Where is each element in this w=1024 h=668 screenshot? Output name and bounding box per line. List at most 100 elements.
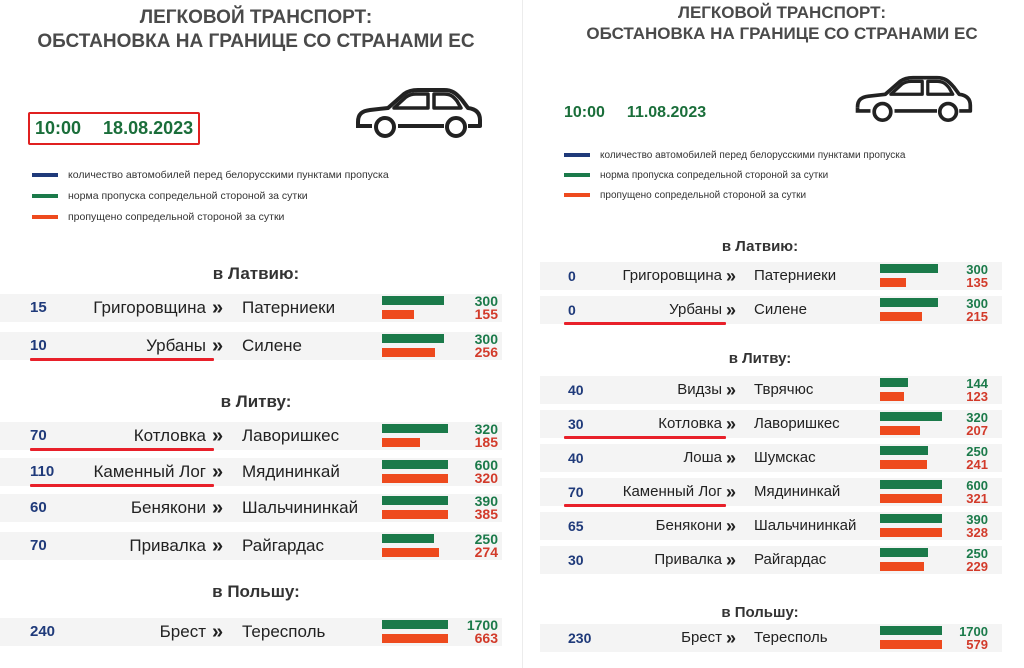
norm-bar	[880, 412, 942, 421]
highlight-underline	[564, 504, 726, 507]
car-icon	[356, 88, 482, 138]
passed-bar	[880, 640, 942, 649]
legend-label: пропущено сопредельной стороной за сутки	[68, 210, 285, 223]
car-count: 40	[568, 450, 584, 466]
passed-value: 215	[966, 309, 988, 324]
norm-bar	[880, 626, 942, 635]
passed-bar	[880, 426, 921, 435]
car-count: 15	[30, 299, 47, 316]
norm-bar	[880, 378, 908, 387]
subtitle-line: ОБСТАНОВКА НА ГРАНИЦЕ СО СТРАНАМИ ЕС	[37, 30, 475, 52]
norm-bar	[880, 264, 938, 273]
infographic-title: ЛЕГКОВОЙ ТРАНСПОРТ: ОБСТАНОВКА НА ГРАНИЦ…	[0, 6, 512, 54]
highlight-underline	[30, 448, 214, 451]
car-count: 110	[30, 463, 55, 480]
legend-swatch	[564, 173, 590, 177]
checkpoint-from: Котловка	[658, 415, 722, 432]
norm-bar	[382, 620, 448, 629]
passed-bar	[880, 312, 922, 321]
passed-bar	[382, 634, 448, 643]
highlight-underline	[564, 436, 726, 439]
direction-arrow-icon: »	[726, 550, 737, 570]
border-row: 0 Григоровщина» Патерниеки 300 135	[540, 262, 1002, 290]
border-row: 0 Урбаны» Силене 300 215	[540, 296, 1002, 324]
checkpoint-to: Лаворишкес	[754, 415, 840, 432]
passed-bar	[382, 348, 435, 357]
direction-arrow-icon: »	[726, 414, 737, 434]
direction-arrow-icon: »	[212, 497, 224, 519]
checkpoint-to: Патерниеки	[242, 298, 336, 317]
legend-swatch	[32, 193, 58, 198]
norm-value: 600	[474, 457, 498, 473]
checkpoint-from: Урбаны	[669, 301, 722, 318]
norm-bar	[880, 480, 942, 489]
border-row: 70 Привалка » Райгардас 250 274	[0, 532, 502, 560]
legend-item: норма пропуска сопредельной стороной за …	[564, 165, 905, 185]
norm-value: 300	[966, 296, 988, 311]
checkpoint-from: Григоровщина	[622, 267, 723, 284]
passed-value: 385	[474, 506, 498, 522]
checkpoint-to: Патерниеки	[754, 267, 837, 284]
border-row: 10 Урбаны » Силене 300 256	[0, 332, 502, 360]
passed-bar	[382, 438, 421, 447]
section-title: в Литву:	[728, 350, 792, 367]
norm-value: 390	[966, 512, 988, 527]
passed-bar	[382, 510, 448, 519]
passed-bar	[382, 310, 415, 319]
checkpoint-from: Лоша	[683, 449, 722, 466]
legend-item: норма пропуска сопредельной стороной за …	[32, 185, 389, 206]
passed-value: 185	[474, 434, 498, 450]
norm-bar	[382, 496, 448, 505]
passed-value: 241	[966, 457, 988, 472]
checkpoint-to: Тересполь	[754, 629, 828, 646]
car-icon	[855, 75, 973, 123]
border-row: 40 Лоша» Шумскас 250 241	[540, 444, 1002, 472]
legend-swatch	[32, 172, 58, 177]
direction-arrow-icon: »	[726, 380, 737, 400]
passed-value: 274	[474, 544, 498, 560]
direction-arrow-icon: »	[726, 482, 737, 502]
norm-value: 390	[474, 493, 498, 509]
checkpoint-from: Котловка	[133, 426, 206, 445]
border-row: 70 Котловка » Лаворишкес 320 185	[0, 422, 502, 450]
highlight-underline	[30, 358, 214, 361]
direction-arrow-icon: »	[212, 335, 224, 357]
time-label: 10:00	[564, 104, 605, 121]
border-row: 30 Привалка» Райгардас 250 229	[540, 546, 1002, 574]
norm-value: 320	[966, 410, 988, 425]
checkpoint-to: Тврячюс	[754, 381, 814, 398]
border-row: 70 Каменный Лог» Мядининкай 600 321	[540, 478, 1002, 506]
direction-arrow-icon: »	[726, 628, 737, 648]
legend-swatch	[564, 153, 590, 157]
car-count: 0	[568, 302, 576, 318]
passed-value: 229	[966, 559, 988, 574]
passed-bar	[880, 460, 927, 469]
norm-value: 250	[966, 444, 988, 459]
direction-arrow-icon: »	[212, 535, 224, 557]
norm-value: 144	[966, 376, 988, 391]
legend: количество автомобилей перед белорусским…	[564, 145, 905, 205]
title-line: ЛЕГКОВОЙ ТРАНСПОРТ:	[678, 3, 886, 22]
norm-value: 600	[966, 478, 988, 493]
norm-bar	[880, 548, 929, 557]
border-row: 15 Григоровщина » Патерниеки 300 155	[0, 294, 502, 322]
border-row: 240 Брест » Тересполь 1700 663	[0, 618, 502, 646]
norm-value: 300	[474, 293, 498, 309]
car-count: 60	[30, 499, 47, 516]
direction-arrow-icon: »	[212, 461, 224, 483]
passed-bar	[880, 392, 904, 401]
highlight-underline	[30, 484, 214, 487]
checkpoint-from: Брест	[681, 629, 722, 646]
border-row: 30 Котловка» Лаворишкес 320 207	[540, 410, 1002, 438]
section-title: в Латвию:	[721, 238, 799, 255]
passed-value: 328	[966, 525, 988, 540]
checkpoint-to: Лаворишкес	[242, 426, 340, 445]
norm-bar	[382, 424, 448, 433]
car-count: 40	[568, 382, 584, 398]
border-row: 60 Бенякони » Шальчининкай 390 385	[0, 494, 502, 522]
date-label: 11.08.2023	[626, 104, 707, 121]
legend-item: пропущено сопредельной стороной за сутки	[564, 185, 905, 205]
datetime-box: 10:00 18.08.2023	[28, 112, 201, 145]
infographic-panel-left: ЛЕГКОВОЙ ТРАНСПОРТ: ОБСТАНОВКА НА ГРАНИЦ…	[0, 6, 512, 646]
panel-divider	[522, 0, 523, 668]
